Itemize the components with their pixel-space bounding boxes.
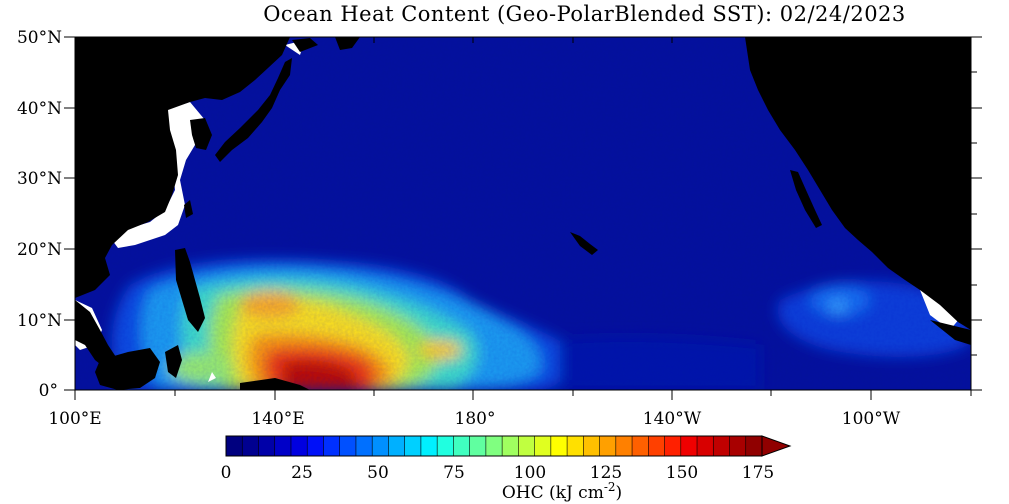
colorbar-swatch <box>729 436 747 456</box>
colorbar-swatch <box>242 436 259 456</box>
colorbar-tick-label: 25 <box>291 463 313 483</box>
colorbar-swatch <box>485 436 503 456</box>
map-title: Ocean Heat Content (Geo-PolarBlended SST… <box>263 2 906 26</box>
land-masses <box>75 37 971 390</box>
map-area <box>75 37 971 390</box>
colorbar-swatch <box>420 436 438 456</box>
colorbar-swatch <box>648 436 665 456</box>
colorbar-ticks: 0 25 50 75 100 125 150 175 <box>221 463 775 483</box>
colorbar-tick-label: 125 <box>590 463 622 483</box>
colorbar-swatch <box>567 436 584 456</box>
lat-label: 30°N <box>17 169 62 189</box>
colorbar-swatch <box>323 436 340 456</box>
colorbar-swatch <box>290 436 308 456</box>
colorbar-swatch <box>404 436 422 456</box>
colorbar-swatch <box>745 436 763 456</box>
lat-label: 0° <box>39 381 58 401</box>
colorbar-swatch <box>599 436 617 456</box>
lat-label: 50°N <box>17 28 62 48</box>
colorbar <box>225 435 792 457</box>
colorbar-swatch <box>664 436 682 456</box>
colorbar-tick-label: 150 <box>666 463 698 483</box>
lon-labels: 100°E 140°E 180° 140°W 100°W <box>48 409 900 429</box>
lat-label: 40°N <box>17 99 62 119</box>
lon-label: 100°E <box>48 409 101 429</box>
lat-labels: 50°N 40°N 30°N 20°N 10°N 0° <box>17 28 62 401</box>
colorbar-title: OHC (kJ cm-2) <box>502 480 622 503</box>
colorbar-tick-label: 75 <box>443 463 465 483</box>
colorbar-swatch <box>469 436 487 456</box>
colorbar-swatch <box>388 436 405 456</box>
colorbar-tick-label: 50 <box>367 463 389 483</box>
colorbar-swatch <box>680 436 698 456</box>
colorbar-swatch <box>502 436 519 456</box>
colorbar-swatch <box>534 436 552 456</box>
lon-label: 100°W <box>842 409 901 429</box>
colorbar-swatch <box>697 436 714 456</box>
colorbar-swatch <box>550 436 568 456</box>
colorbar-swatch <box>453 436 470 456</box>
colorbar-tick-label: 175 <box>742 463 774 483</box>
lon-ticks <box>74 37 972 400</box>
colorbar-tick-label: 0 <box>221 463 232 483</box>
lat-label: 20°N <box>17 240 62 260</box>
colorbar-swatch <box>274 436 292 456</box>
colorbar-swatch <box>615 436 633 456</box>
colorbar-overflow-arrow <box>761 435 792 457</box>
colorbar-swatch <box>632 436 649 456</box>
colorbar-swatch <box>226 436 243 456</box>
colorbar-swatch <box>583 436 600 456</box>
lon-label: 180° <box>455 409 496 429</box>
colorbar-swatch <box>713 436 730 456</box>
colorbar-swatch <box>518 436 535 456</box>
colorbar-swatch <box>355 436 373 456</box>
lon-label: 140°E <box>251 409 304 429</box>
colorbar-swatch <box>372 436 389 456</box>
lat-ticks <box>64 36 982 391</box>
colorbar-swatch <box>258 436 276 456</box>
colorbar-tick-label: 100 <box>514 463 546 483</box>
colorbar-swatch <box>339 436 357 456</box>
colorbar-swatch <box>307 436 324 456</box>
lat-label: 10°N <box>17 311 62 331</box>
lon-label: 140°W <box>643 409 702 429</box>
colorbar-swatch <box>437 436 454 456</box>
